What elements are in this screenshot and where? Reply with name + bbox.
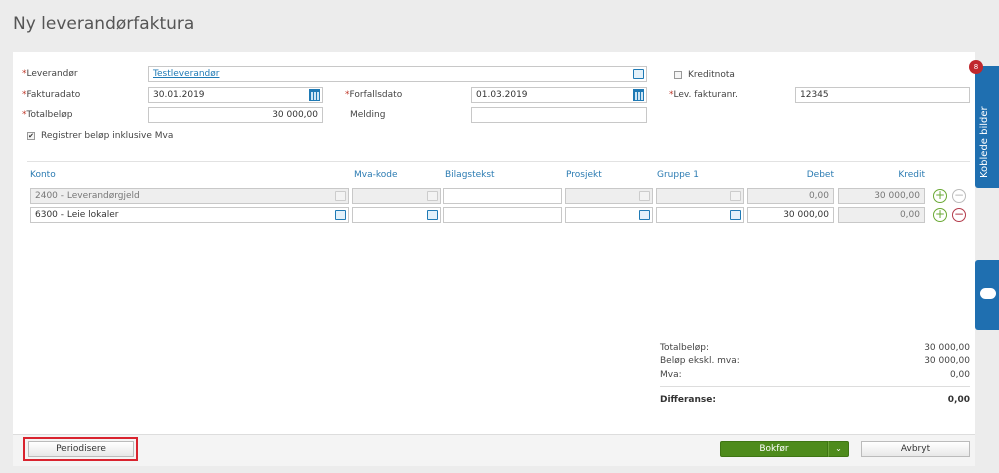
- lookup-icon[interactable]: [633, 69, 644, 79]
- melding-input[interactable]: [471, 107, 647, 123]
- page-title: Ny leverandørfaktura: [13, 14, 195, 34]
- debet-input: 0,00: [747, 188, 834, 204]
- mva-kode-input[interactable]: [352, 207, 441, 223]
- kreditnota-label: Kreditnota: [688, 70, 735, 80]
- totalbelop-label: *Totalbeløp: [22, 110, 73, 120]
- lookup-icon: [639, 191, 650, 201]
- calendar-icon[interactable]: [309, 89, 320, 101]
- lookup-icon[interactable]: [427, 210, 438, 220]
- required-mark: *: [22, 110, 27, 120]
- value: 30.01.2019: [153, 90, 205, 100]
- summary-eksmva-label: Beløp ekskl. mva:: [660, 356, 740, 366]
- bilagstekst-input[interactable]: [443, 188, 562, 204]
- leverandor-input[interactable]: Testleverandør: [148, 66, 647, 82]
- summary-mva-value: 0,00: [949, 370, 970, 380]
- levfakturanr-label: *Lev. fakturanr.: [669, 90, 738, 100]
- label-text: Leverandør: [26, 69, 78, 79]
- header-konto: Konto: [30, 170, 56, 180]
- levfakturanr-input[interactable]: 12345: [795, 87, 970, 103]
- periodisere-button[interactable]: Periodisere: [28, 441, 134, 457]
- remove-row-button[interactable]: −: [952, 207, 966, 222]
- leverandor-label: *Leverandør: [22, 69, 78, 79]
- add-row-button[interactable]: +: [933, 188, 947, 203]
- bilagstekst-input[interactable]: [443, 207, 562, 223]
- calendar-icon[interactable]: [633, 89, 644, 101]
- label-text: Forfallsdato: [349, 90, 403, 100]
- bokfor-dropdown-chevron-icon[interactable]: ⌄: [828, 441, 849, 457]
- header-mva-kode: Mva-kode: [354, 170, 398, 180]
- required-mark: *: [22, 69, 27, 79]
- lookup-icon: [730, 191, 741, 201]
- fakturadato-label: *Fakturadato: [22, 90, 80, 100]
- summary-differanse-value: 0,00: [947, 395, 970, 405]
- value: 01.03.2019: [476, 90, 528, 100]
- lookup-icon: [335, 191, 346, 201]
- add-row-button[interactable]: +: [933, 207, 947, 222]
- avbryt-button[interactable]: Avbryt: [861, 441, 970, 457]
- gruppe-input: [656, 188, 744, 204]
- required-mark: *: [669, 90, 674, 100]
- value: 2400 - Leverandørgjeld: [35, 191, 140, 201]
- inkl-mva-checkbox[interactable]: ✔: [27, 132, 35, 140]
- melding-label: Melding: [350, 110, 386, 120]
- forfallsdato-label: *Forfallsdato: [345, 90, 402, 100]
- leverandor-link[interactable]: Testleverandør: [153, 69, 220, 79]
- lookup-icon: [427, 191, 438, 201]
- highlight-box: [23, 437, 138, 461]
- label-text: Totalbeløp: [26, 110, 73, 120]
- bokfor-button[interactable]: Bokfør: [720, 441, 828, 457]
- mva-kode-input: [352, 188, 441, 204]
- konto-input[interactable]: 6300 - Leie lokaler: [30, 207, 349, 223]
- header-gruppe-1: Gruppe 1: [657, 170, 699, 180]
- summary-eksmva-value: 30 000,00: [924, 356, 970, 366]
- inkl-mva-label: Registrer beløp inklusive Mva: [41, 131, 174, 141]
- divider: [27, 161, 970, 162]
- lookup-icon[interactable]: [639, 210, 650, 220]
- totalbelop-input[interactable]: 30 000,00: [148, 107, 323, 123]
- label-text: Fakturadato: [26, 90, 81, 100]
- debet-input[interactable]: 30 000,00: [747, 207, 834, 223]
- header-bilagstekst: Bilagstekst: [445, 170, 495, 180]
- lookup-icon[interactable]: [730, 210, 741, 220]
- koblede-bilder-label: Koblede bilder: [979, 106, 990, 178]
- forfallsdato-input[interactable]: 01.03.2019: [471, 87, 647, 103]
- konto-input: 2400 - Leverandørgjeld: [30, 188, 349, 204]
- chat-tab[interactable]: [975, 260, 999, 330]
- label-text: Lev. fakturanr.: [673, 90, 739, 100]
- summary-totalbelop-value: 30 000,00: [924, 343, 970, 353]
- koblede-bilder-tab[interactable]: Koblede bilder: [975, 66, 999, 188]
- header-kredit: Kredit: [898, 170, 925, 180]
- gruppe-input[interactable]: [656, 207, 744, 223]
- summary-mva-label: Mva:: [660, 370, 682, 380]
- chat-icon: [980, 288, 996, 299]
- required-mark: *: [345, 90, 350, 100]
- kreditnota-checkbox[interactable]: [674, 71, 682, 79]
- value: 6300 - Leie lokaler: [35, 210, 119, 220]
- summary-divider: [660, 386, 970, 387]
- fakturadato-input[interactable]: 30.01.2019: [148, 87, 323, 103]
- prosjekt-input[interactable]: [565, 207, 653, 223]
- lookup-icon[interactable]: [335, 210, 346, 220]
- kredit-input: 0,00: [838, 207, 925, 223]
- prosjekt-input: [565, 188, 653, 204]
- summary-totalbelop-label: Totalbeløp:: [660, 343, 710, 353]
- kredit-input: 30 000,00: [838, 188, 925, 204]
- summary-differanse-label: Differanse:: [660, 395, 716, 405]
- required-mark: *: [22, 90, 27, 100]
- header-debet: Debet: [806, 170, 834, 180]
- header-prosjekt: Prosjekt: [566, 170, 602, 180]
- koblede-bilder-badge: 8: [969, 60, 983, 74]
- remove-row-button: −: [952, 188, 966, 203]
